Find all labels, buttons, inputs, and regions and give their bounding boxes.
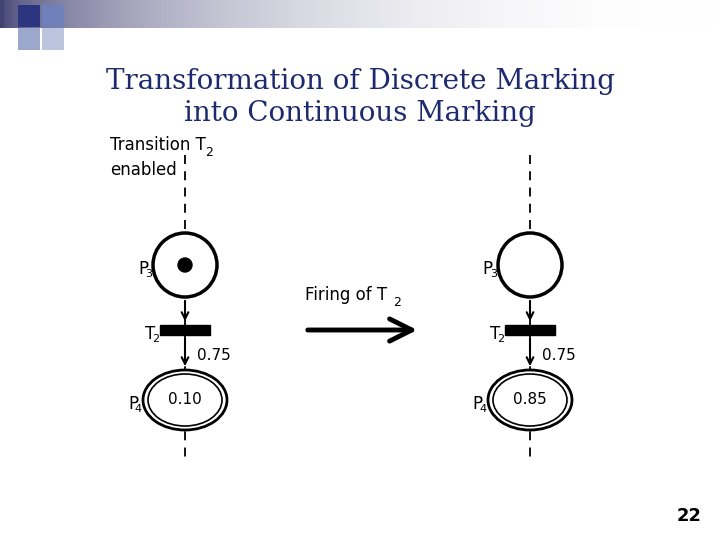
Text: 2: 2 [205,145,213,159]
Ellipse shape [488,370,572,430]
Text: P: P [128,395,138,413]
Text: Transformation of Discrete Marking: Transformation of Discrete Marking [106,68,614,95]
Bar [42,28,64,50]
Text: Firing of T: Firing of T [305,286,387,304]
Text: 0.75: 0.75 [542,348,576,362]
Bar [505,325,555,335]
Text: 2: 2 [152,334,159,344]
Text: T: T [490,325,500,343]
Text: 3: 3 [145,269,152,279]
Text: 0.10: 0.10 [168,393,202,408]
Text: enabled: enabled [110,161,176,179]
Text: 2: 2 [393,295,401,308]
Ellipse shape [148,374,222,426]
Bar [18,28,40,50]
Text: 0.85: 0.85 [513,393,547,408]
Bar [42,5,64,27]
Text: P: P [483,260,493,278]
Text: 4: 4 [135,404,142,414]
Ellipse shape [493,374,567,426]
Text: 3: 3 [490,269,497,279]
Text: 4: 4 [480,404,487,414]
Ellipse shape [143,370,227,430]
Bar [18,5,40,27]
Text: Transition T: Transition T [110,136,206,154]
Circle shape [498,233,562,297]
Text: P: P [138,260,148,278]
Text: 2: 2 [497,334,504,344]
Circle shape [153,233,217,297]
Text: into Continuous Marking: into Continuous Marking [184,100,536,127]
Text: 0.75: 0.75 [197,348,230,362]
Text: 22: 22 [677,507,702,525]
Bar [160,325,210,335]
Text: T: T [145,325,155,343]
Text: P: P [473,395,483,413]
Circle shape [178,258,192,272]
